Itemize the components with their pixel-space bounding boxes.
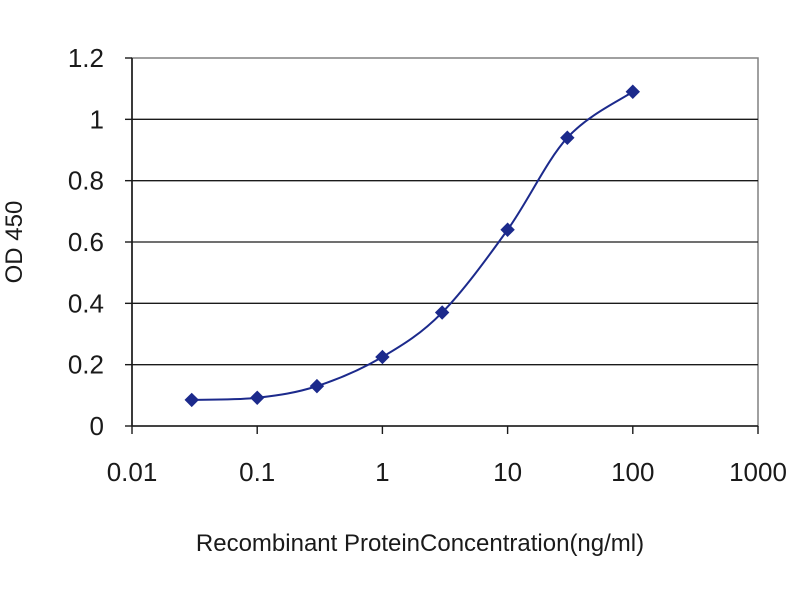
y-tick-label: 0.8 (68, 166, 104, 196)
tick-labels: 0 0.2 0.4 0.6 0.8 1 1.2 0.01 0.1 1 10 100 1000 (68, 43, 787, 487)
x-tick-label: 0.1 (239, 457, 275, 487)
x-tick-label: 1000 (729, 457, 787, 487)
data-point-marker (184, 392, 199, 408)
y-tick-label: 0.4 (68, 288, 104, 318)
y-tick-label: 1 (90, 104, 104, 134)
y-tick-label: 1.2 (68, 43, 104, 73)
data-point-marker (560, 130, 575, 145)
y-tick-label: 0 (90, 411, 104, 441)
y-axis-title: OD 450 (1, 201, 28, 284)
x-axis-title: Recombinant ProteinConcentration(ng/ml) (196, 530, 644, 557)
gridlines (132, 118, 758, 366)
data-point-marker (375, 349, 390, 365)
y-tick-label: 0.2 (68, 350, 104, 380)
data-point-marker (500, 222, 515, 237)
x-tick-label: 10 (493, 457, 522, 487)
axes (125, 57, 759, 434)
x-tick-label: 1 (375, 457, 389, 487)
data-point-marker (625, 84, 641, 99)
data-point-marker (249, 390, 265, 405)
data-point-marker (434, 305, 450, 320)
data-point-marker (309, 378, 325, 394)
series (184, 84, 641, 408)
x-tick-label: 0.01 (107, 457, 158, 487)
y-tick-label: 0.6 (68, 227, 104, 257)
x-tick-label: 100 (611, 457, 654, 487)
